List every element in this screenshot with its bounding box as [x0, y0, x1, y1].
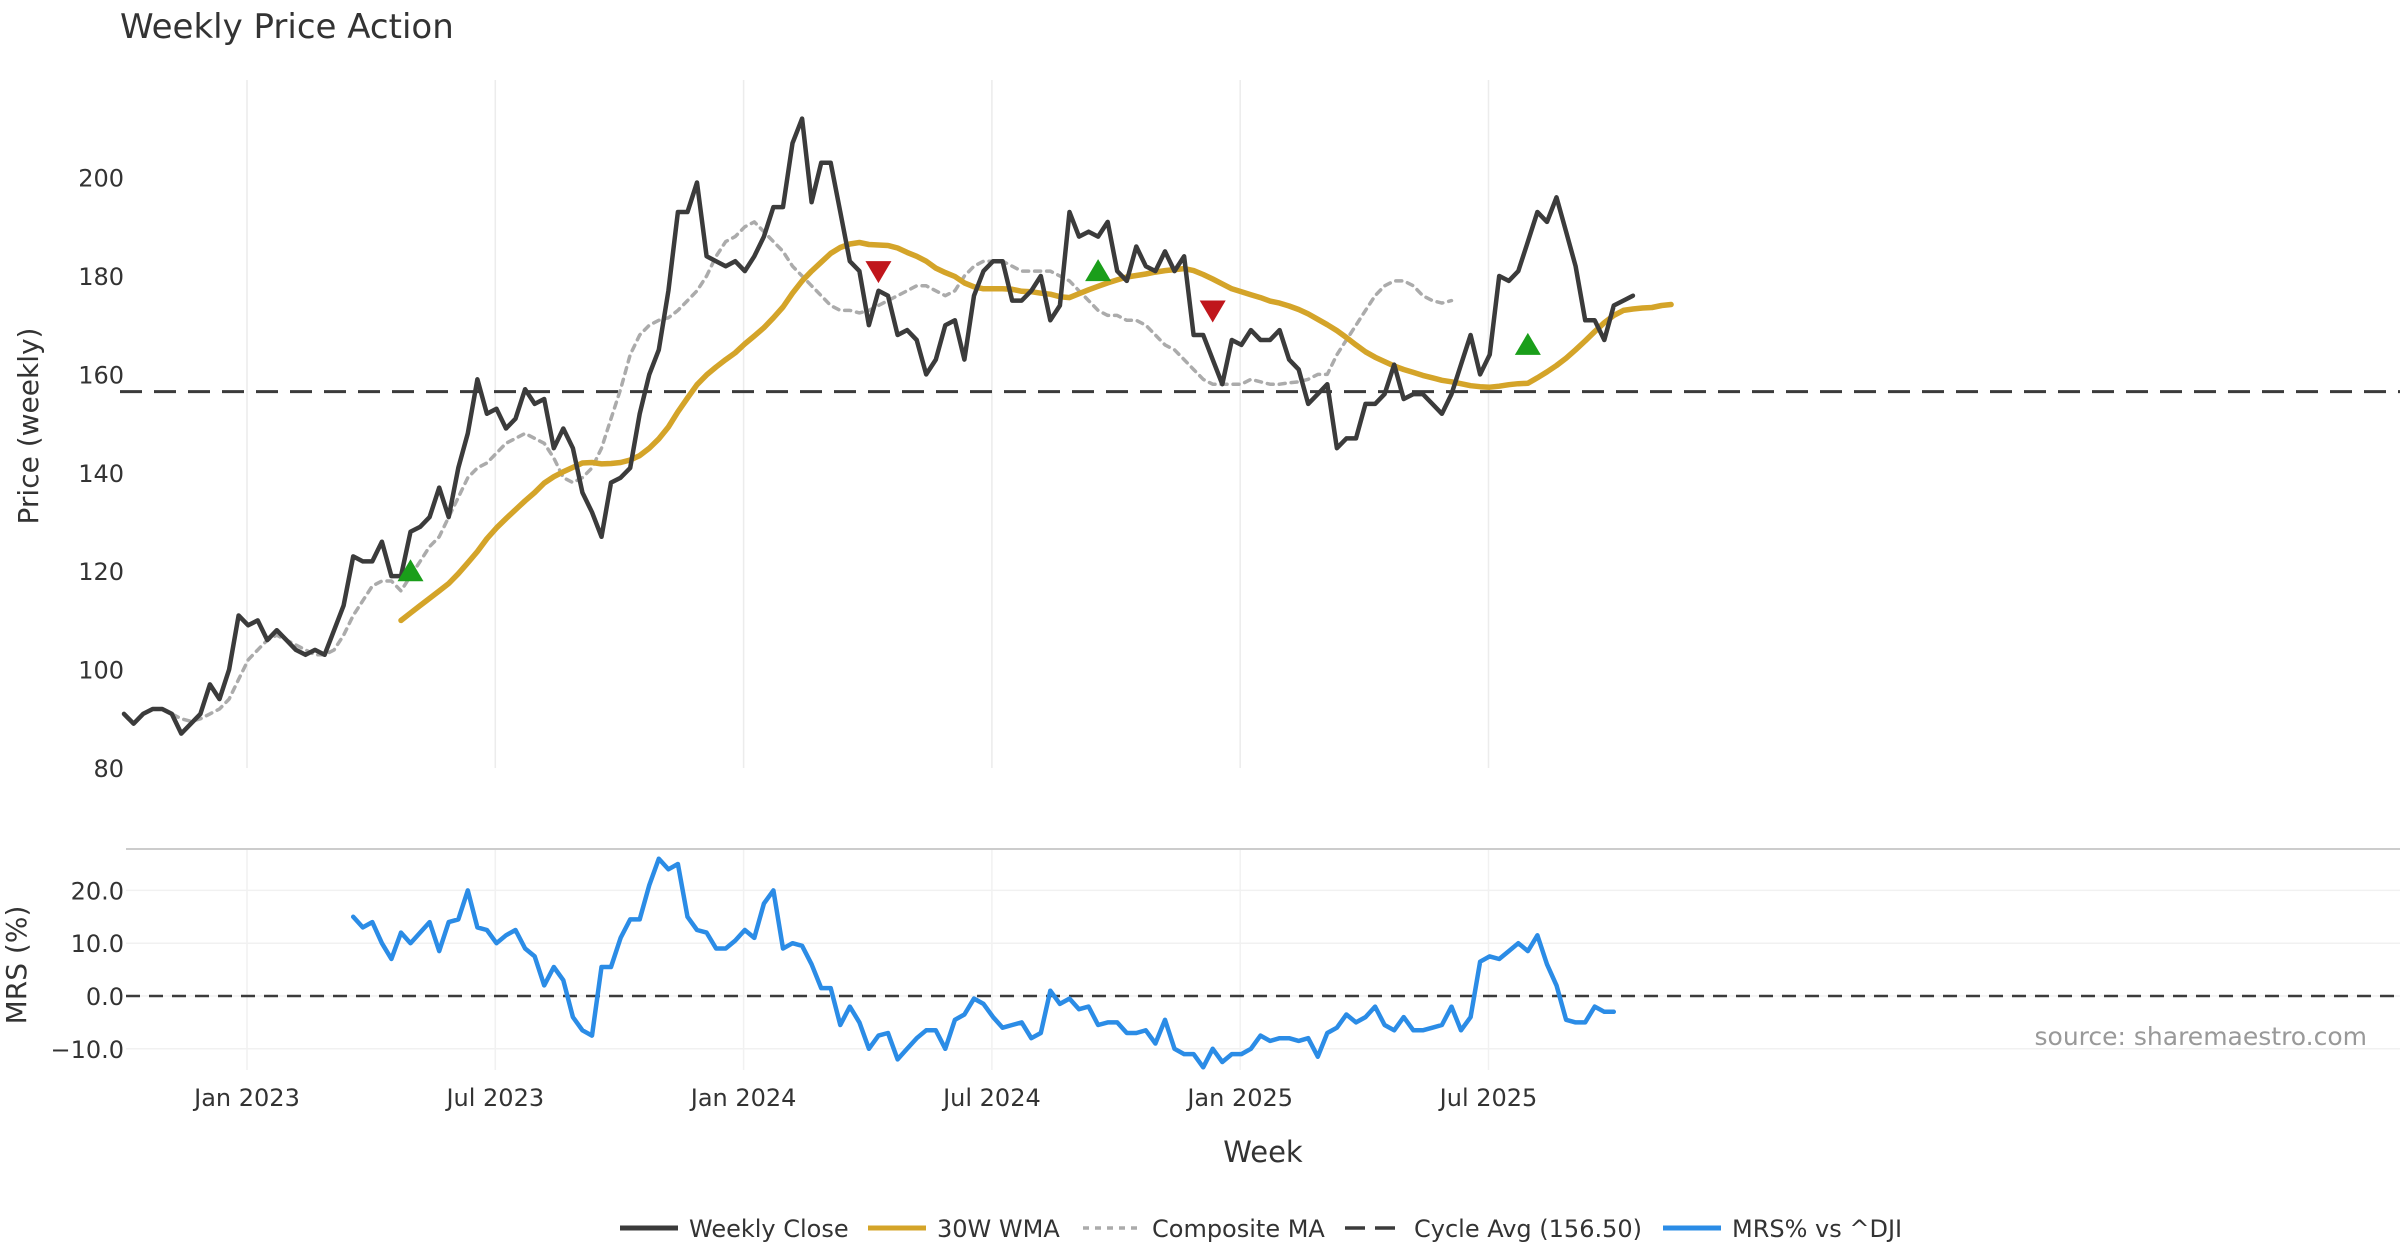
legend-label: MRS% vs ^DJI — [1732, 1215, 1902, 1243]
x-tick-label: Jan 2024 — [689, 1084, 797, 1112]
mrs-line — [350, 856, 1617, 1070]
price-panel: 80 100 120 140 160 180 200 — [78, 80, 2400, 783]
price-y-tick-label: 160 — [78, 361, 124, 389]
price-y-tick-label: 100 — [78, 657, 124, 685]
price-axis-label: Price (weekly) — [12, 328, 45, 525]
x-axis: Jan 2023 Jul 2023 Jan 2024 Jul 2024 Jan 2025… — [192, 1084, 1537, 1112]
x-axis-label: Week — [1223, 1135, 1303, 1169]
price-y-tick-label: 140 — [78, 460, 124, 488]
x-tick-label: Jan 2023 — [192, 1084, 300, 1112]
composite-ma-line — [160, 220, 1454, 724]
x-tick-label: Jan 2025 — [1185, 1084, 1293, 1112]
mrs-axis-label: MRS (%) — [0, 906, 33, 1025]
buy-signal-marker — [397, 559, 424, 582]
buy-signal-marker — [1085, 259, 1112, 282]
sell-signal-marker — [865, 261, 892, 284]
price-y-tick-label: 80 — [93, 755, 124, 783]
mrs-y-tick-label: 0.0 — [86, 983, 124, 1011]
x-tick-label: Jul 2024 — [941, 1084, 1041, 1112]
legend-label: 30W WMA — [937, 1215, 1060, 1243]
x-tick-label: Jul 2023 — [444, 1084, 544, 1112]
30w-wma-line — [398, 239, 1674, 624]
price-y-tick-label: 180 — [78, 263, 124, 291]
legend: Weekly Close 30W WMA Composite MA Cycle Avg… — [620, 1215, 1902, 1243]
legend-label: Weekly Close — [689, 1215, 849, 1243]
watermark-text: source: sharemaestro.com — [2035, 1022, 2368, 1051]
sell-signal-marker — [1199, 300, 1226, 323]
weekly-close-line — [121, 116, 1636, 736]
mrs-panel: −10.0 0.0 10.0 20.0 — [50, 848, 2400, 1070]
mrs-y-tick-label: −10.0 — [50, 1036, 124, 1064]
buy-signal-marker — [1514, 332, 1541, 355]
chart-title: Weekly Price Action — [120, 7, 454, 47]
mrs-y-tick-label: 20.0 — [71, 877, 124, 905]
x-tick-label: Jul 2025 — [1438, 1084, 1538, 1112]
price-y-tick-label: 200 — [78, 165, 124, 193]
price-y-tick-label: 120 — [78, 558, 124, 586]
mrs-y-tick-label: 10.0 — [71, 930, 124, 958]
legend-label: Cycle Avg (156.50) — [1414, 1215, 1642, 1243]
legend-label: Composite MA — [1152, 1215, 1325, 1243]
